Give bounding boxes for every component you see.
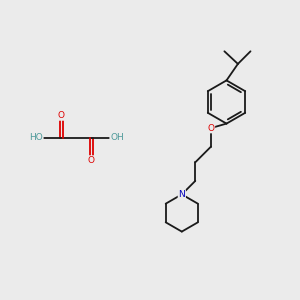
Text: N: N [178,190,185,199]
Text: O: O [207,124,214,133]
Text: OH: OH [110,134,124,142]
Text: HO: HO [29,134,43,142]
Text: O: O [58,111,65,120]
Text: O: O [88,156,95,165]
